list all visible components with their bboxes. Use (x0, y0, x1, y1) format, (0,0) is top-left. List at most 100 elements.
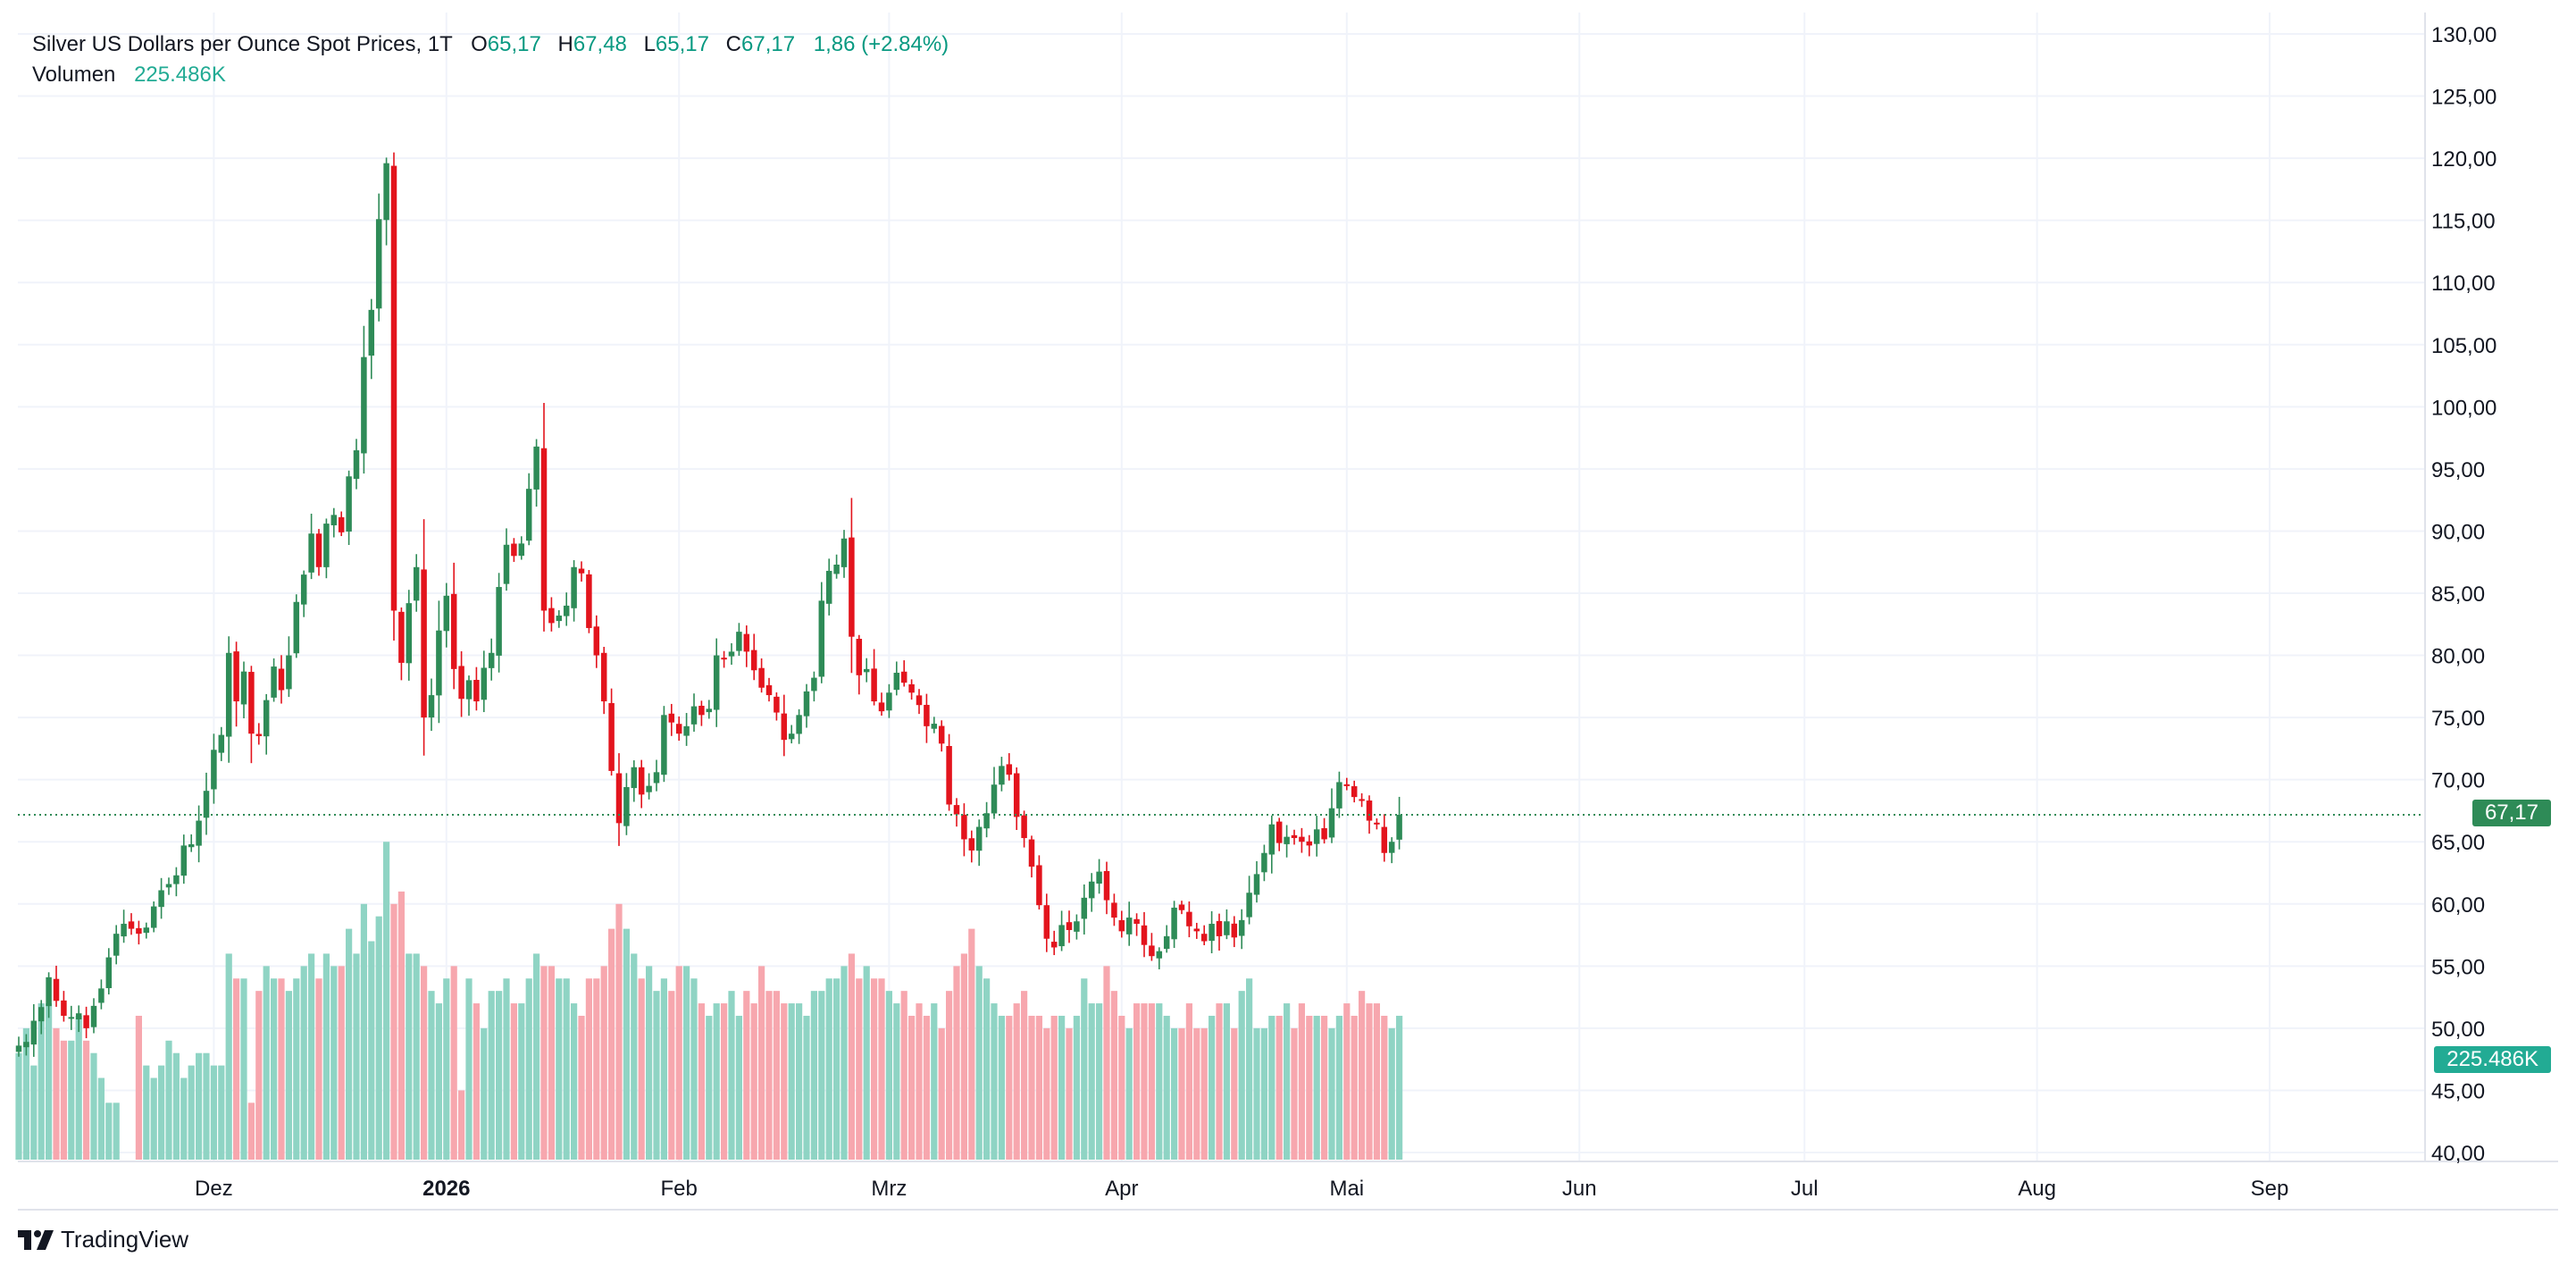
candle-body (750, 650, 757, 671)
candle-body (211, 750, 217, 790)
volume-bar (255, 991, 263, 1160)
candle-body (863, 668, 870, 673)
y-tick-label: 100,00 (2431, 396, 2497, 420)
candle-body (1336, 782, 1342, 809)
volume-bar (608, 928, 615, 1160)
volume-bar (908, 1015, 916, 1160)
candle-body (406, 603, 413, 664)
candle-body (428, 695, 435, 718)
price-axis[interactable]: 130,00 125,00 120,00 115,00 110,00 105,00 100,… (2431, 23, 2497, 1166)
volume-bar (38, 1003, 45, 1160)
volume-bar (203, 1052, 210, 1160)
candle-body (158, 890, 164, 908)
volume-bar (796, 1003, 803, 1160)
x-tick-label: Aug (2018, 1177, 2056, 1201)
volume-bar (1050, 1015, 1058, 1160)
volume-bar (788, 1003, 795, 1160)
volume-bar (1148, 1003, 1155, 1160)
volume-bar (75, 1015, 82, 1160)
y-tick-label: 90,00 (2431, 520, 2485, 544)
volume-bar (1141, 1003, 1148, 1160)
candle-body (1381, 826, 1388, 853)
candle-body (781, 713, 788, 741)
tradingview-logo[interactable]: TradingView (18, 1226, 188, 1253)
volume-bar (540, 966, 548, 1160)
volume-bar (135, 1015, 142, 1160)
volume-bar (293, 978, 300, 1160)
volume-bar (1223, 1003, 1230, 1160)
volume-bar (180, 1077, 188, 1160)
x-tick-label: Jul (1791, 1177, 1819, 1201)
candle-body (1156, 951, 1163, 959)
volume-bar (443, 978, 450, 1160)
candle-body (961, 814, 967, 840)
volume-bar (556, 978, 563, 1160)
candle-body (375, 219, 382, 309)
candle-body (556, 616, 563, 622)
candle-body (286, 655, 292, 690)
candle-body (233, 651, 239, 702)
last-volume-tag: 225.486K (2434, 1046, 2551, 1073)
candle-body (608, 702, 615, 771)
candle-body (548, 608, 555, 624)
candle-body (1074, 921, 1080, 932)
candle-body (991, 784, 998, 814)
volume-bar (623, 928, 630, 1160)
brand-name: TradingView (61, 1226, 189, 1253)
volume-bar (1396, 1015, 1403, 1160)
volume-bar (1103, 966, 1110, 1160)
candle-body (728, 651, 735, 657)
volume-bar (1185, 1003, 1192, 1160)
candle-body (1081, 897, 1088, 919)
candle-body (450, 593, 457, 669)
volume-bar (353, 953, 360, 1160)
volume-bar (30, 1065, 38, 1160)
volume-value: 225.486K (134, 63, 226, 87)
candle-body (481, 667, 488, 700)
candle-body (818, 600, 825, 677)
tradingview-icon (18, 1229, 54, 1250)
candle-body (68, 1017, 75, 1019)
volume-bar (113, 1102, 120, 1160)
volume-bar (150, 1077, 157, 1160)
volume-bar (68, 1040, 75, 1160)
volume-bar (240, 978, 247, 1160)
close-value: 67,17 (741, 32, 796, 56)
candle-body (1028, 839, 1035, 867)
volume-bar (735, 1015, 742, 1160)
volume-bar (1321, 1015, 1328, 1160)
candle-body (61, 1000, 67, 1016)
candle-body (1058, 925, 1065, 947)
x-tick-label: Jun (1562, 1177, 1597, 1201)
volume-bar (165, 1040, 172, 1160)
y-tick-label: 55,00 (2431, 955, 2485, 979)
time-axis[interactable]: Dez 2026 Feb Mrz Apr Mai Jun Jul Aug Sep (195, 1177, 2288, 1201)
candle-body (315, 533, 322, 567)
candle-body (1313, 829, 1320, 844)
candle-body (690, 706, 698, 725)
symbol-title[interactable]: Silver US Dollars per Ounce Spot Prices,… (32, 32, 453, 56)
candle-body (774, 696, 780, 713)
candle-body (15, 1045, 22, 1052)
candle-body (1299, 836, 1305, 842)
volume-bar (938, 1027, 945, 1160)
candle-body (743, 633, 750, 652)
candle-body (571, 566, 577, 608)
high-value: 67,48 (573, 32, 627, 56)
volume-bar (833, 978, 841, 1160)
volume-label[interactable]: Volumen (32, 63, 116, 87)
candle-body (1178, 904, 1185, 910)
volume-bar (503, 978, 510, 1160)
candle-body (661, 715, 667, 775)
y-tick-label: 130,00 (2431, 23, 2497, 47)
volume-bar (105, 1102, 113, 1160)
volume-bar (346, 928, 353, 1160)
y-tick-label: 50,00 (2431, 1018, 2485, 1042)
candle-body (953, 805, 960, 815)
candle-body (1388, 842, 1395, 853)
volume-bar (1073, 1015, 1080, 1160)
candle-body (1351, 786, 1358, 798)
candle-body (248, 672, 255, 734)
candle-body (1013, 773, 1020, 817)
